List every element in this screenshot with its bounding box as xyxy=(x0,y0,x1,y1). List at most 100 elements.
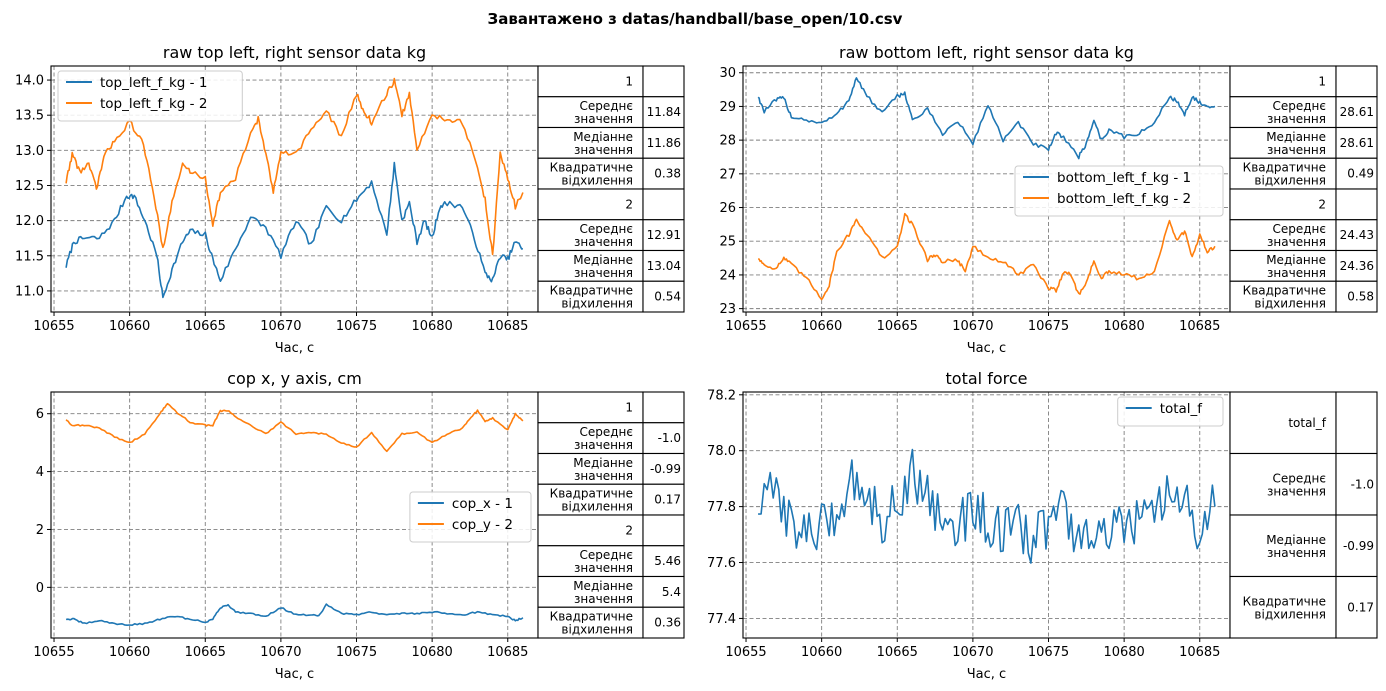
table-cell-label xyxy=(1229,65,1337,98)
series-line-1 xyxy=(757,77,1216,160)
table-row-label: Середнє значення xyxy=(574,548,633,575)
table-row-label: Квадратичне відхилення xyxy=(550,487,633,514)
legend-label: top_left_f_kg - 2 xyxy=(100,96,207,112)
table-row-value: 11.86 xyxy=(647,136,681,150)
y-tick-label: 77.4 xyxy=(707,612,736,627)
x-tick-label: 10655 xyxy=(33,319,74,334)
table-cell-value xyxy=(642,514,685,547)
legend-box xyxy=(57,70,243,122)
table-cell-value xyxy=(1335,452,1378,516)
table-cell-value xyxy=(642,280,685,313)
table-row-value: 12.91 xyxy=(647,228,681,242)
table-cell-value xyxy=(642,483,685,516)
plot-frame xyxy=(742,391,1231,639)
legend-label: bottom_left_f_kg - 1 xyxy=(1057,170,1191,186)
table-cell-label xyxy=(1229,126,1337,159)
table-cell-label xyxy=(537,422,644,455)
series-line-1 xyxy=(65,603,524,627)
table-row-value: 24.43 xyxy=(1340,228,1374,242)
table-cell-value xyxy=(642,545,685,578)
x-tick-label: 10655 xyxy=(725,319,766,334)
y-tick-label: 6 xyxy=(36,407,44,422)
table-row-label: Медіанне значення xyxy=(1266,253,1326,280)
table-row-value: -0.99 xyxy=(650,462,681,476)
table-row-label: Середнє значення xyxy=(574,425,633,452)
series-line-2 xyxy=(65,402,524,453)
stats-table: total_f Середнє значення -1.0 Медіанне значен… xyxy=(1229,391,1378,639)
y-tick-label: 0 xyxy=(36,581,44,596)
table-cell-label xyxy=(1229,249,1337,282)
table-row-value: 0.54 xyxy=(654,290,681,304)
stats-table: 1 Середнє значення 28.61 Медіанне значення 28.… xyxy=(1229,65,1378,313)
x-tick-label: 10685 xyxy=(1179,645,1220,660)
chart-legend: top_left_f_kg - 1 top_left_f_kg - 2 xyxy=(57,70,243,122)
x-tick-label: 10675 xyxy=(1028,645,1069,660)
x-tick-label: 10670 xyxy=(952,319,993,334)
chart-legend: bottom_left_f_kg - 1 bottom_left_f_kg - 2 xyxy=(1014,165,1224,217)
table-row-value: 0.49 xyxy=(1347,167,1374,181)
legend-label: top_left_f_kg - 1 xyxy=(100,75,207,91)
y-tick-label: 11.0 xyxy=(15,284,44,299)
x-tick-label: 10680 xyxy=(1103,645,1144,660)
table-row-label: Квадратичне відхилення xyxy=(1243,161,1326,188)
x-axis-label: Час, с xyxy=(275,341,314,356)
y-tick-label: 27 xyxy=(719,167,736,182)
chart-panel-4: total force 10655 10660 10665 10670 10675 1068… xyxy=(707,369,1378,682)
table-row-label: Середнє значення xyxy=(574,222,633,249)
y-tick-label: 11.5 xyxy=(15,249,44,264)
x-tick-label: 10680 xyxy=(411,645,452,660)
x-axis-label: Час, с xyxy=(967,667,1006,682)
y-tick-label: 28 xyxy=(719,134,736,149)
x-axis-label: Час, с xyxy=(275,667,314,682)
x-tick-label: 10670 xyxy=(260,645,301,660)
chart-title: cop x, y axis, cm xyxy=(227,369,362,388)
table-cell-value xyxy=(1335,65,1378,98)
table-row-value: 0.38 xyxy=(654,167,681,181)
table-row-label: Квадратичне відхилення xyxy=(1243,594,1326,621)
table-row-label: Медіанне значення xyxy=(573,456,633,483)
x-tick-label: 10675 xyxy=(1028,319,1069,334)
table-row-value: 0.17 xyxy=(1347,600,1374,614)
table-row-value: 28.61 xyxy=(1340,105,1374,119)
table-row-label: Медіанне значення xyxy=(1266,533,1326,560)
chart-title: raw bottom left, right sensor data kg xyxy=(839,43,1134,62)
table-cell-label xyxy=(537,249,644,282)
table-cell-label xyxy=(537,514,644,547)
series-line-2 xyxy=(65,77,524,256)
y-tick-label: 23 xyxy=(719,302,736,317)
table-cell-label xyxy=(537,483,644,516)
table-cell-label xyxy=(537,452,644,485)
y-tick-label: 24 xyxy=(719,268,736,283)
table-cell-label xyxy=(1229,96,1337,129)
x-tick-label: 10675 xyxy=(336,319,377,334)
table-row-label: 1 xyxy=(625,74,633,88)
table-row-label: 2 xyxy=(1318,197,1326,211)
table-row-value: -1.0 xyxy=(1351,477,1374,491)
y-tick-label: 12.5 xyxy=(15,179,44,194)
y-tick-label: 29 xyxy=(719,100,736,115)
table-cell-value xyxy=(642,249,685,282)
table-row-label: Середнє значення xyxy=(1267,471,1326,498)
chart-title: raw top left, right sensor data kg xyxy=(163,43,426,62)
table-row-label: Медіанне значення xyxy=(573,253,633,280)
table-cell-value xyxy=(1335,514,1378,578)
y-tick-label: 77.8 xyxy=(707,500,736,515)
table-cell-value xyxy=(642,188,685,221)
x-tick-label: 10685 xyxy=(487,319,528,334)
table-row-label: 2 xyxy=(625,197,633,211)
x-tick-label: 10685 xyxy=(1179,319,1220,334)
y-tick-label: 25 xyxy=(719,235,736,250)
table-cell-value xyxy=(642,126,685,159)
table-row-value: 5.46 xyxy=(654,554,681,568)
table-row-value: 0.17 xyxy=(654,493,681,507)
table-row-value: -1.0 xyxy=(658,431,681,445)
x-tick-label: 10655 xyxy=(725,645,766,660)
table-cell-value xyxy=(1335,575,1378,639)
y-tick-label: 26 xyxy=(719,201,736,216)
table-row-label: Квадратичне відхилення xyxy=(1243,284,1326,311)
chart-legend: cop_x - 1 cop_y - 2 xyxy=(409,491,532,543)
legend-box xyxy=(409,491,532,543)
series-line-2 xyxy=(757,212,1216,301)
